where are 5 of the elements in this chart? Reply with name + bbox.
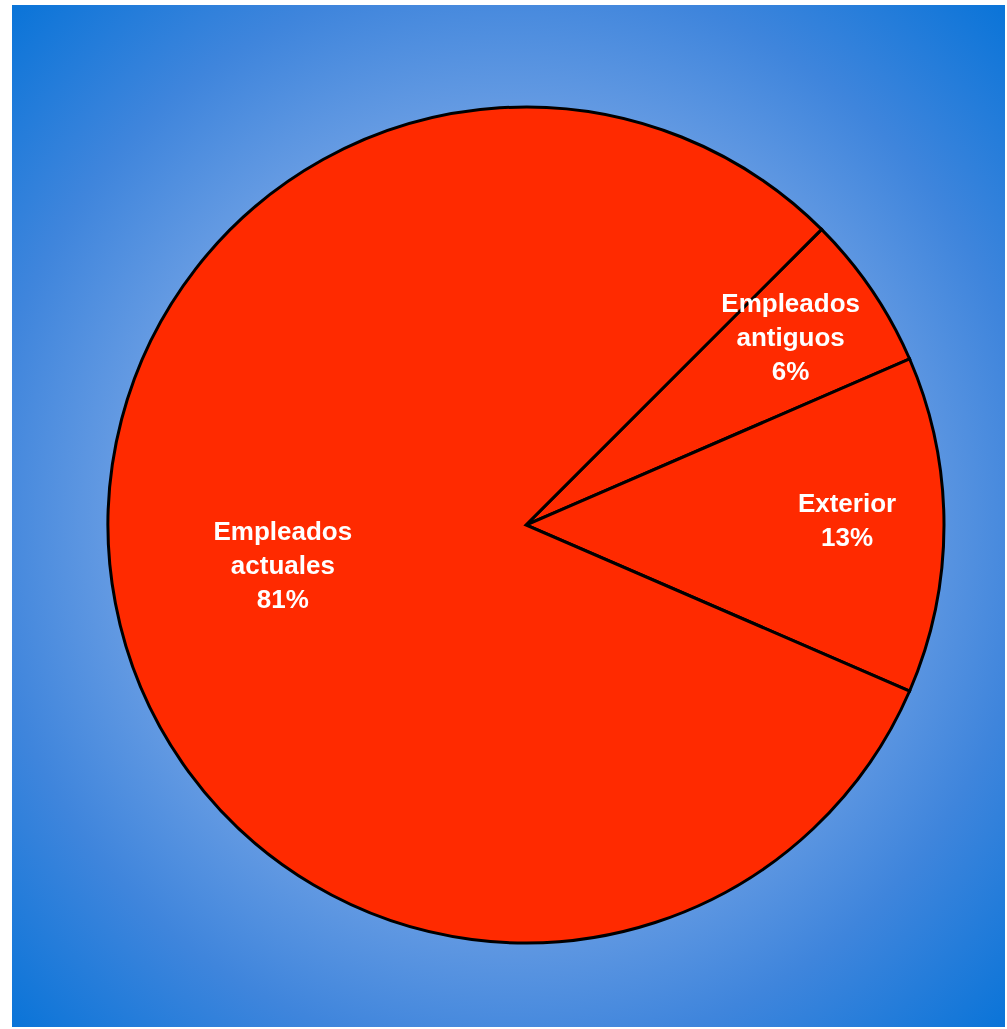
data-label: 81% bbox=[256, 584, 309, 615]
data-label: 13% bbox=[821, 522, 874, 552]
data-label: 6% bbox=[771, 355, 810, 386]
slice-label: Exterior bbox=[797, 488, 897, 518]
slice-label: Empleados actuales bbox=[213, 516, 353, 581]
